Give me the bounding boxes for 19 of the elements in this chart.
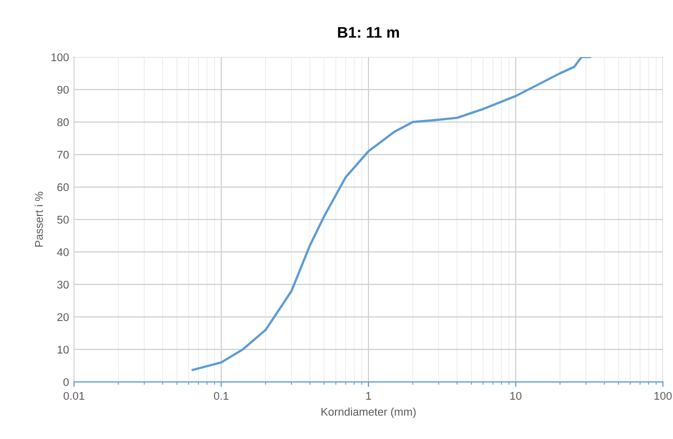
x-tick-label: 10: [510, 392, 522, 400]
y-tick-label: 90: [57, 86, 69, 94]
x-tick-label: 0.01: [64, 392, 84, 400]
y-tick-label: 20: [57, 313, 69, 322]
y-tick-label: 30: [57, 280, 69, 289]
y-tick-label: 10: [58, 346, 69, 354]
y-tick-label: 0: [63, 378, 69, 386]
chart-title: B1: 11 m: [338, 27, 399, 38]
y-tick-label: 50: [57, 216, 69, 224]
y-tick-label: 40: [57, 248, 69, 256]
y-tick-label: 80: [57, 118, 69, 126]
y-tick-label: 70: [57, 150, 69, 159]
x-tick-label: 100: [654, 392, 672, 400]
y-axis-title: Passert i %: [34, 192, 43, 247]
x-tick-label: 1: [366, 392, 372, 400]
x-tick-label: 0.1: [214, 392, 228, 400]
y-tick-label: 60: [57, 183, 69, 192]
y-tick-label: 100: [51, 53, 69, 62]
x-axis-title: Korndiameter (mm): [322, 408, 416, 418]
